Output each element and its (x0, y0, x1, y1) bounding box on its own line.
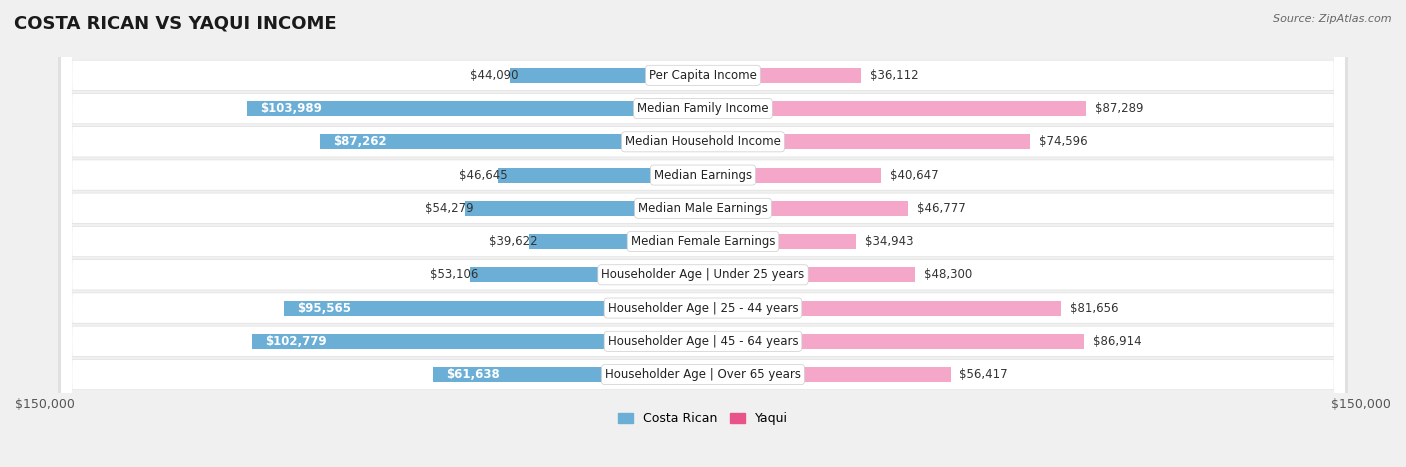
Text: Householder Age | 25 - 44 years: Householder Age | 25 - 44 years (607, 302, 799, 315)
Bar (321, 134, 703, 149)
FancyBboxPatch shape (58, 0, 1348, 467)
Bar (470, 267, 703, 282)
Text: $46,645: $46,645 (458, 169, 508, 182)
FancyBboxPatch shape (58, 0, 1348, 467)
FancyBboxPatch shape (62, 0, 1344, 467)
Bar (703, 68, 862, 83)
Text: $48,300: $48,300 (924, 269, 972, 281)
Text: $56,417: $56,417 (959, 368, 1008, 381)
FancyBboxPatch shape (58, 0, 1348, 467)
Bar (284, 301, 703, 316)
Text: $39,622: $39,622 (489, 235, 538, 248)
Text: COSTA RICAN VS YAQUI INCOME: COSTA RICAN VS YAQUI INCOME (14, 14, 336, 32)
Bar (465, 201, 703, 216)
Text: $54,279: $54,279 (425, 202, 474, 215)
Bar (703, 168, 882, 183)
Text: Median Male Earnings: Median Male Earnings (638, 202, 768, 215)
Text: $102,779: $102,779 (266, 335, 326, 348)
FancyBboxPatch shape (62, 0, 1344, 467)
Bar (703, 267, 915, 282)
FancyBboxPatch shape (62, 0, 1344, 467)
Text: $46,777: $46,777 (917, 202, 966, 215)
Bar (703, 301, 1062, 316)
FancyBboxPatch shape (58, 0, 1348, 467)
Text: $74,596: $74,596 (1039, 135, 1088, 149)
FancyBboxPatch shape (58, 0, 1348, 467)
Bar (509, 68, 703, 83)
FancyBboxPatch shape (58, 0, 1348, 467)
Text: $61,638: $61,638 (446, 368, 499, 381)
Text: $34,943: $34,943 (865, 235, 914, 248)
Bar (703, 334, 1084, 349)
FancyBboxPatch shape (62, 0, 1344, 467)
Text: $103,989: $103,989 (260, 102, 322, 115)
FancyBboxPatch shape (58, 0, 1348, 467)
Bar (703, 101, 1085, 116)
Text: $87,262: $87,262 (333, 135, 387, 149)
FancyBboxPatch shape (58, 0, 1348, 467)
Bar (252, 334, 703, 349)
FancyBboxPatch shape (62, 0, 1344, 467)
Bar (247, 101, 703, 116)
Text: $95,565: $95,565 (297, 302, 352, 315)
Text: Householder Age | Under 25 years: Householder Age | Under 25 years (602, 269, 804, 281)
Text: $87,289: $87,289 (1095, 102, 1143, 115)
Text: $81,656: $81,656 (1070, 302, 1119, 315)
Text: $86,914: $86,914 (1092, 335, 1142, 348)
Text: $53,106: $53,106 (430, 269, 479, 281)
FancyBboxPatch shape (62, 0, 1344, 467)
FancyBboxPatch shape (62, 0, 1344, 467)
Text: $36,112: $36,112 (870, 69, 920, 82)
Legend: Costa Rican, Yaqui: Costa Rican, Yaqui (613, 407, 793, 430)
FancyBboxPatch shape (58, 0, 1348, 467)
Bar (433, 367, 703, 382)
Bar (498, 168, 703, 183)
Text: Per Capita Income: Per Capita Income (650, 69, 756, 82)
Text: Householder Age | Over 65 years: Householder Age | Over 65 years (605, 368, 801, 381)
Text: Median Female Earnings: Median Female Earnings (631, 235, 775, 248)
Text: $44,090: $44,090 (470, 69, 519, 82)
FancyBboxPatch shape (58, 0, 1348, 467)
FancyBboxPatch shape (62, 0, 1344, 467)
FancyBboxPatch shape (62, 0, 1344, 467)
FancyBboxPatch shape (62, 0, 1344, 467)
Text: Householder Age | 45 - 64 years: Householder Age | 45 - 64 years (607, 335, 799, 348)
Text: Source: ZipAtlas.com: Source: ZipAtlas.com (1274, 14, 1392, 24)
Text: $40,647: $40,647 (890, 169, 939, 182)
Text: Median Household Income: Median Household Income (626, 135, 780, 149)
Bar (703, 367, 950, 382)
Text: Median Earnings: Median Earnings (654, 169, 752, 182)
Bar (703, 201, 908, 216)
Bar (529, 234, 703, 249)
Bar (703, 134, 1031, 149)
Text: Median Family Income: Median Family Income (637, 102, 769, 115)
Bar (703, 234, 856, 249)
